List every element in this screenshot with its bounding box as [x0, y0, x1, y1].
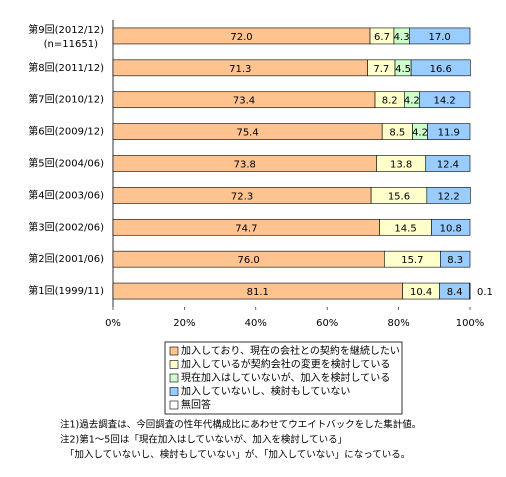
- category-label: 第8回(2011/12): [28, 61, 104, 74]
- category-label: 第4回(2003/06): [28, 188, 104, 201]
- legend-swatch: [169, 400, 179, 410]
- bar-segment: [419, 91, 471, 109]
- x-tick-label: 100%: [456, 318, 485, 329]
- value-label: 73.4: [233, 96, 255, 107]
- value-label: 8.4: [447, 287, 463, 298]
- value-label: 13.8: [390, 160, 412, 171]
- bar-segment: [409, 27, 471, 45]
- legend-label: 加入していないし、検討もしていない: [181, 385, 350, 398]
- category-label: 第1回(1999/11): [28, 284, 104, 297]
- sample-note: (n=11651): [44, 39, 98, 50]
- legend-label: 現在加入はしていないが、加入を検討している: [181, 371, 390, 384]
- x-tick-label: 40%: [245, 318, 267, 329]
- category-label: 第9回(2012/12): [28, 23, 104, 36]
- value-label: 75.4: [236, 128, 258, 139]
- legend-label: 加入しており、現在の会社との契約を継続したい: [181, 344, 400, 357]
- legend-swatch: [169, 346, 179, 356]
- bar-segment: [427, 123, 471, 140]
- legend-box: [164, 341, 403, 415]
- value-label: 10.8: [440, 223, 462, 234]
- value-label: 4.5: [395, 64, 411, 75]
- value-label: 17.0: [429, 32, 451, 43]
- value-label: 4.2: [412, 128, 428, 139]
- category-label: 第2回(2001/06): [28, 252, 104, 265]
- value-label: 15.6: [388, 191, 410, 202]
- bar-segment: [426, 187, 471, 204]
- value-label: 72.3: [231, 191, 253, 202]
- legend-swatch: [169, 387, 179, 396]
- legend-swatch: [169, 360, 179, 369]
- value-label: 8.5: [389, 128, 405, 139]
- x-tick-label: 0%: [105, 318, 121, 329]
- value-label: 11.9: [438, 128, 460, 139]
- value-label: 15.7: [401, 255, 423, 266]
- note: 「加入していないし、検討もしていない」が、「加入していない」になっている。: [65, 449, 410, 461]
- value-label: 12.4: [437, 160, 459, 171]
- x-tick-label: 60%: [316, 318, 338, 329]
- bar-segment: [431, 218, 471, 236]
- value-label: 72.0: [230, 32, 252, 43]
- category-label: 第3回(2002/06): [28, 220, 104, 233]
- bar-segment: [410, 59, 471, 77]
- value-label: 8.2: [382, 96, 398, 107]
- bar-segment: [440, 250, 471, 268]
- value-label: 81.1: [247, 287, 269, 298]
- category-label: 第7回(2010/12): [28, 93, 104, 106]
- x-tick-label: 20%: [173, 318, 195, 329]
- value-label: 14.5: [394, 223, 416, 234]
- bar-segment: [469, 282, 471, 300]
- category-label: 第5回(2004/06): [28, 157, 104, 170]
- value-label: 76.0: [238, 255, 260, 266]
- value-label: 8.3: [447, 255, 463, 266]
- value-label: 73.8: [234, 160, 256, 171]
- note: 注2)第1～5回は「現在加入はしていないが、加入を検討している」: [60, 434, 347, 446]
- value-label: 6.7: [374, 32, 390, 43]
- value-label: 10.4: [410, 287, 432, 298]
- value-label: 74.7: [235, 223, 257, 234]
- value-label: 16.6: [430, 64, 452, 75]
- value-label: 4.2: [404, 96, 420, 107]
- value-label: 14.2: [434, 96, 456, 107]
- value-label: 71.3: [229, 64, 251, 75]
- category-label: 第6回(2009/12): [28, 125, 104, 138]
- value-label: 7.7: [373, 64, 389, 75]
- value-label: 4.3: [394, 32, 410, 43]
- legend-swatch: [169, 373, 179, 383]
- bar-segment: [425, 155, 471, 172]
- value-label: 12.2: [437, 191, 459, 202]
- legend-label: 無回答: [181, 398, 211, 411]
- note: 注1)過去調査は、今回調査の性年代構成比にあわせてウエイトバックをした集計値。: [60, 419, 421, 431]
- x-tick-label: 80%: [387, 318, 409, 329]
- legend-label: 加入しているが契約会社の変更を検討している: [181, 358, 390, 371]
- value-label: 0.1: [477, 287, 493, 298]
